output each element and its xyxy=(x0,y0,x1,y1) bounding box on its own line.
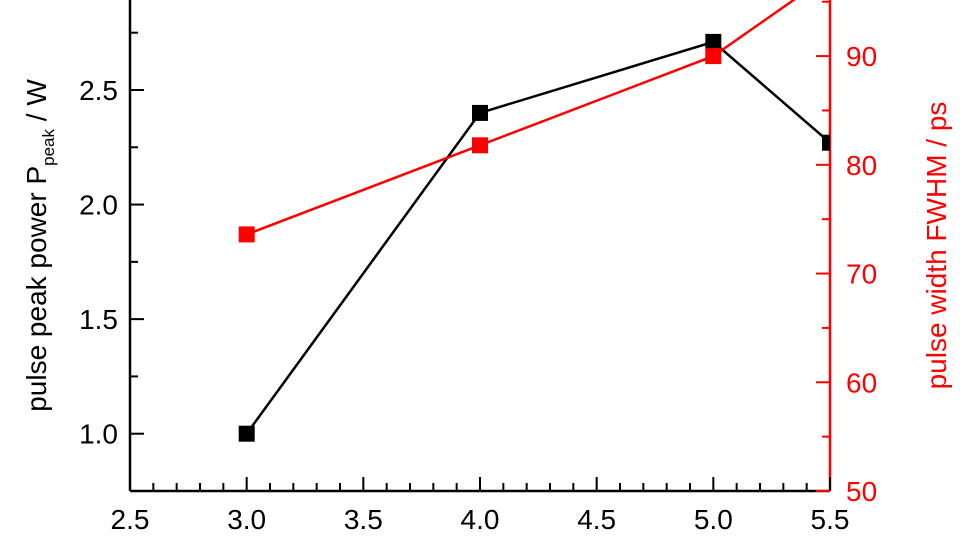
series-0-point xyxy=(822,134,830,151)
y-left-title-subscript: peak xyxy=(39,128,58,165)
y-right-tick-label: 50 xyxy=(846,476,877,507)
x-tick-label: 4.5 xyxy=(577,504,616,535)
y-left-axis-title: pulse peak power Ppeak / W xyxy=(21,79,58,412)
series-0-line xyxy=(245,40,830,435)
series-1-point xyxy=(238,226,255,243)
y-left-tick-label: 1.0 xyxy=(79,419,118,450)
x-tick-label: 3.5 xyxy=(344,504,383,535)
y-right-tick-label: 80 xyxy=(846,150,877,181)
series-0-point xyxy=(472,104,488,121)
x-tick-label: 2.5 xyxy=(111,504,150,535)
series-0-point xyxy=(705,33,722,50)
y-right-tick-label: 90 xyxy=(846,41,877,72)
y-right-tick-label: 70 xyxy=(846,259,877,290)
series-1-point xyxy=(472,137,488,154)
y-right-tick-label: 60 xyxy=(846,367,877,398)
y-left-tick-label: 2.0 xyxy=(79,190,118,221)
series-0-point xyxy=(238,425,255,442)
x-tick-label: 5.5 xyxy=(811,504,850,535)
x-tick-label: 3.0 xyxy=(227,504,266,535)
y-left-tick-label: 1.5 xyxy=(79,304,118,335)
series-1-line xyxy=(246,0,796,236)
y-left-title-unit: / W xyxy=(21,79,52,129)
x-tick-label: 4.0 xyxy=(461,504,500,535)
y-right-axis-title: pulse width FWHM / ps xyxy=(921,102,952,390)
x-tick-label: 5.0 xyxy=(694,504,733,535)
series-1-point xyxy=(705,48,722,65)
y-left-title-main: pulse peak power P xyxy=(21,166,52,412)
y-left-tick-label: 2.5 xyxy=(79,75,118,106)
